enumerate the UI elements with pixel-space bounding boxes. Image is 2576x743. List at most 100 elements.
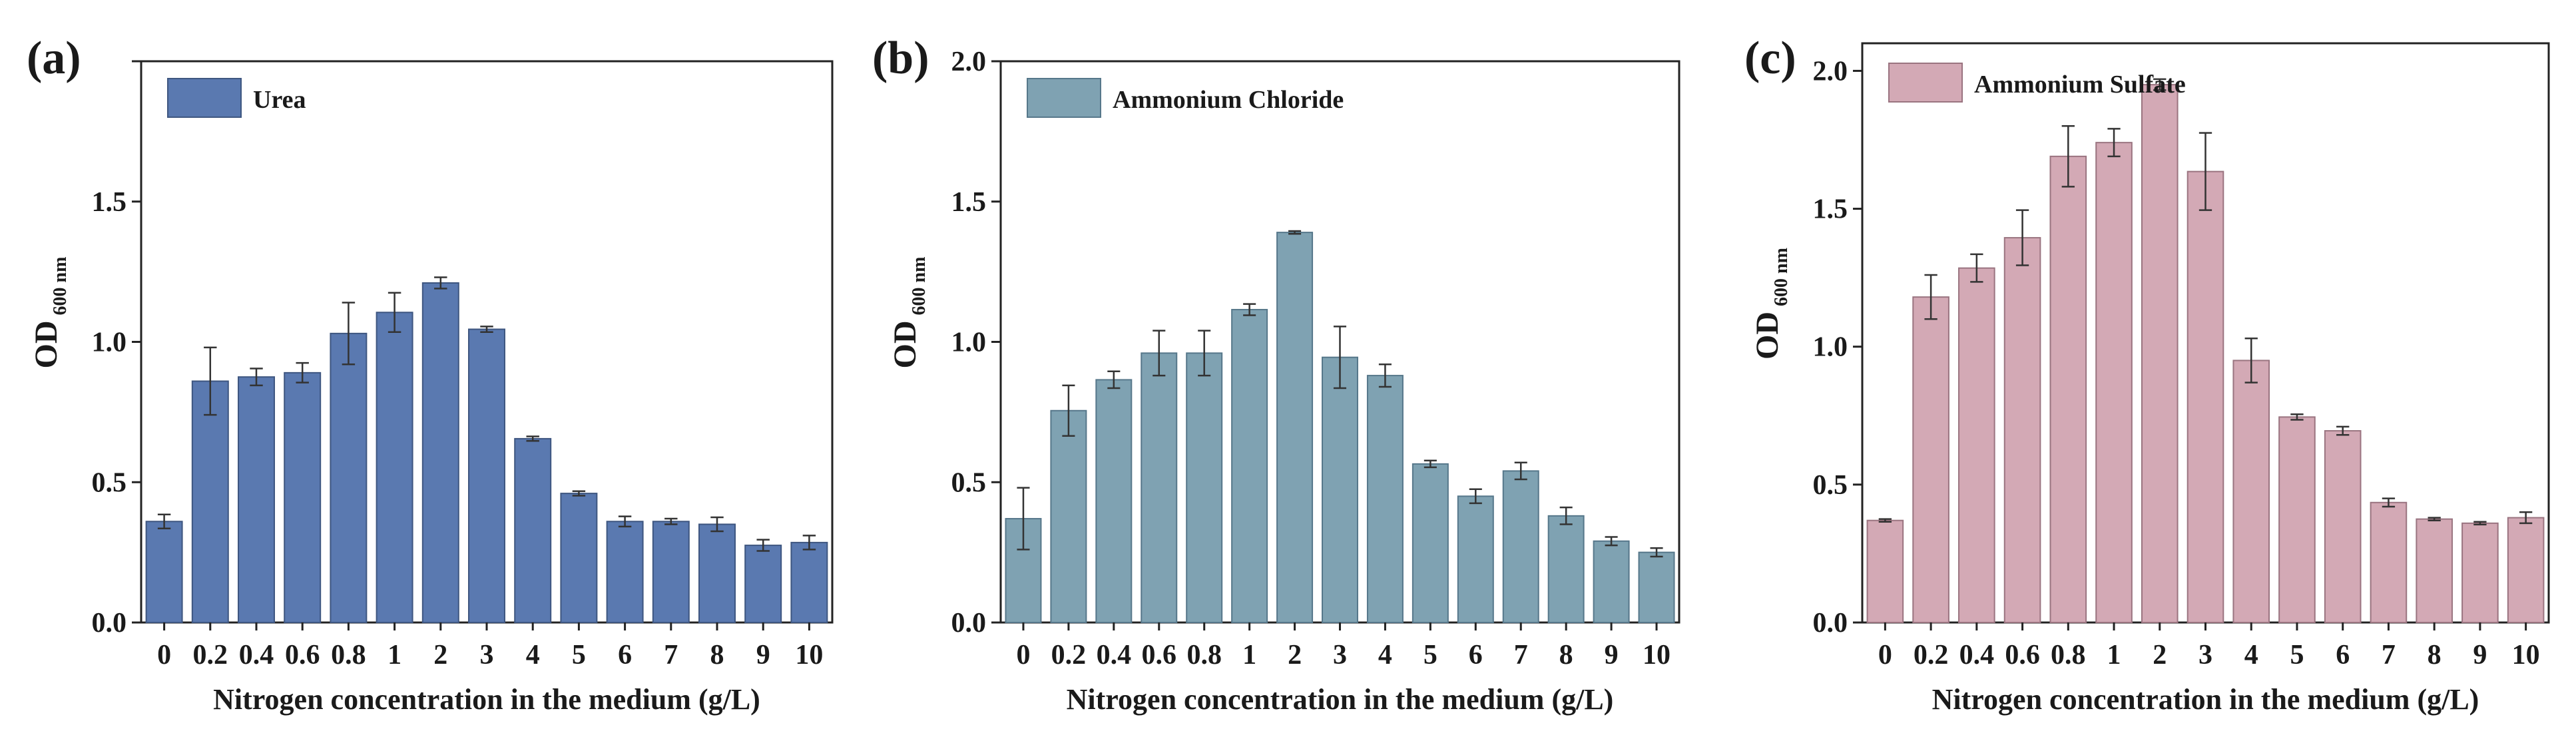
bar-9 [744,545,782,624]
bar-0.4 [1958,267,1995,623]
y-axis-title-main: OD [29,321,64,369]
x-tick-label: 0.6 [1142,640,1177,670]
x-tick-label: 7 [664,640,678,670]
y-tick-label: 1.5 [951,187,987,218]
x-tick-label: 10 [2512,640,2540,670]
bar-0.2 [191,380,229,623]
y-tick-label: 0.5 [1813,470,1848,501]
x-tick-label: 5 [1423,640,1437,670]
x-tick-label: 6 [2336,640,2350,670]
bar-7 [652,521,690,624]
y-axis-title: OD 600 nm [1750,248,1792,360]
x-tick-label: 4 [1378,640,1392,670]
legend-swatch [167,78,242,118]
x-axis-title: Nitrogen concentration in the medium (g/… [1932,683,2479,716]
bar-5 [2278,416,2316,623]
x-tick-label: 0.4 [239,640,274,670]
panel-letter: (c) [1744,33,1796,84]
y-axis-title-subscript: 600 nm [909,257,929,316]
bar-4 [2232,360,2270,624]
y-tick-label: 2.0 [1813,56,1848,87]
y-tick-label: 1.0 [92,328,127,358]
x-axis-title: Nitrogen concentration in the medium (g/… [213,683,760,716]
x-tick-label: 8 [2428,640,2442,670]
bar-0.8 [2049,155,2087,624]
bar-3 [468,328,505,623]
bar-8 [2416,518,2453,624]
bar-2 [1276,232,1314,623]
bar-0 [145,521,183,624]
bar-3 [2187,170,2224,623]
bar-0.2 [1912,296,1949,623]
x-tick-label: 0.8 [2051,640,2086,670]
y-tick-label: 1.0 [951,328,987,358]
x-tick-label: 0.2 [1051,640,1087,670]
x-tick-label: 0.6 [2005,640,2040,670]
bar-7 [1502,470,1539,624]
legend-label: Ammonium Sulfate [1974,71,2186,99]
legend-swatch [1888,63,1963,103]
legend-label: Urea [253,86,306,114]
y-tick-label: 0.0 [1813,608,1848,638]
bar-0 [1866,519,1904,624]
x-tick-label: 3 [1333,640,1347,670]
x-tick-label: 8 [1559,640,1573,670]
x-tick-label: 0.6 [285,640,320,670]
bar-8 [1547,515,1585,624]
y-tick-label: 1.5 [1813,194,1848,225]
bar-2 [421,282,459,623]
x-tick-label: 1 [1242,640,1256,670]
x-tick-label: 5 [2290,640,2304,670]
bar-0.6 [1141,352,1178,623]
panel-letter: (a) [27,33,81,84]
x-tick-label: 10 [1643,640,1671,670]
x-tick-label: 9 [2473,640,2487,670]
bar-5 [560,493,598,623]
x-tick-label: 9 [756,640,770,670]
bar-8 [698,523,736,623]
x-tick-label: 0 [1878,640,1892,670]
panel-c: 0 0.2 0.4 0.6 0.8 1 2 3 4 5 6 7 8 9 10 0.0 0.5 1.0 1.5 2.0 N… [1744,33,2550,716]
x-tick-label: 3 [2198,640,2212,670]
x-tick-label: 0.2 [193,640,228,670]
bar-1 [1231,309,1268,623]
y-tick-label: 1.0 [1813,332,1848,363]
bar-2 [2141,84,2179,623]
x-tick-label: 7 [1514,640,1528,670]
x-tick-label: 5 [572,640,586,670]
x-tick-label: 9 [1605,640,1619,670]
x-tick-label: 1 [387,640,401,670]
y-axis-title-main: OD [888,321,923,369]
panel-b: 0 0.2 0.4 0.6 0.8 1 2 3 4 5 6 7 8 9 10 0.0 0.5 1.0 1.5 2.0 N… [872,33,1680,716]
bar-6 [606,521,644,624]
y-tick-label: 1.5 [92,187,127,218]
x-tick-label: 6 [1469,640,1483,670]
bar-0.8 [330,332,368,623]
x-tick-label: 0.4 [1097,640,1132,670]
y-axis-title-subscript: 600 nm [1771,248,1792,306]
x-tick-label: 3 [480,640,494,670]
x-tick-label: 2 [1288,640,1302,670]
bar-0.2 [1050,409,1087,624]
x-tick-label: 4 [526,640,540,670]
bar-9 [1593,540,1630,624]
x-tick-label: 2 [433,640,447,670]
bar-3 [1322,356,1358,623]
bar-10 [1638,551,1675,623]
x-tick-label: 4 [2244,640,2258,670]
y-axis-title-subscript: 600 nm [50,257,71,316]
legend-swatch [1027,78,1101,118]
bar-10 [790,541,828,623]
y-tick-label: 2.0 [951,47,987,77]
bar-7 [2370,501,2408,623]
x-tick-label: 7 [2382,640,2396,670]
bar-1 [2095,142,2133,623]
x-tick-label: 8 [710,640,724,670]
x-tick-label: 0.2 [1914,640,1949,670]
panel-a: 0 0.2 0.4 0.6 0.8 1 2 3 4 5 6 7 8 9 10 0.0 0.5 1.0 1.5 Nitr… [27,33,834,716]
x-tick-label: 0.8 [1186,640,1222,670]
bar-9 [2461,522,2499,623]
x-tick-label: 10 [795,640,823,670]
x-tick-label: 0.4 [1959,640,1995,670]
